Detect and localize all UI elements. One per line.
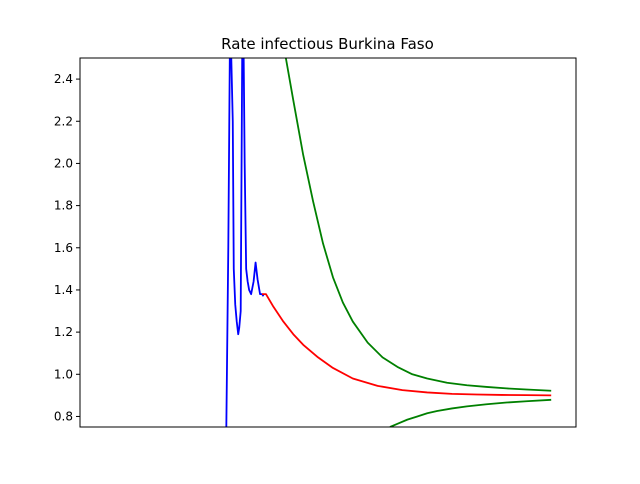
y-tick-label: 1.8	[54, 199, 73, 213]
chart-title: Rate infectious Burkina Faso	[221, 35, 434, 53]
y-tick-label: 1.4	[54, 283, 73, 297]
series-line-3	[284, 58, 552, 392]
y-tick-label: 1.6	[54, 241, 73, 255]
y-tick-label: 2.0	[54, 156, 73, 170]
series-line-1	[225, 58, 265, 427]
plot-frame	[79, 57, 577, 428]
series-layer	[225, 58, 552, 427]
y-axis: 0.8 1.0 1.2 1.4 1.6 1.8 2.0 2.2 2.4	[54, 72, 80, 423]
y-tick-label: 1.0	[54, 367, 73, 381]
y-tick-label: 2.2	[54, 114, 73, 128]
series-line-2	[262, 293, 552, 397]
y-tick-label: 0.8	[54, 409, 73, 423]
y-tick-label: 1.2	[54, 325, 73, 339]
series-line-4	[389, 398, 552, 427]
plot-area	[79, 57, 577, 428]
y-tick-label: 2.4	[54, 72, 73, 86]
